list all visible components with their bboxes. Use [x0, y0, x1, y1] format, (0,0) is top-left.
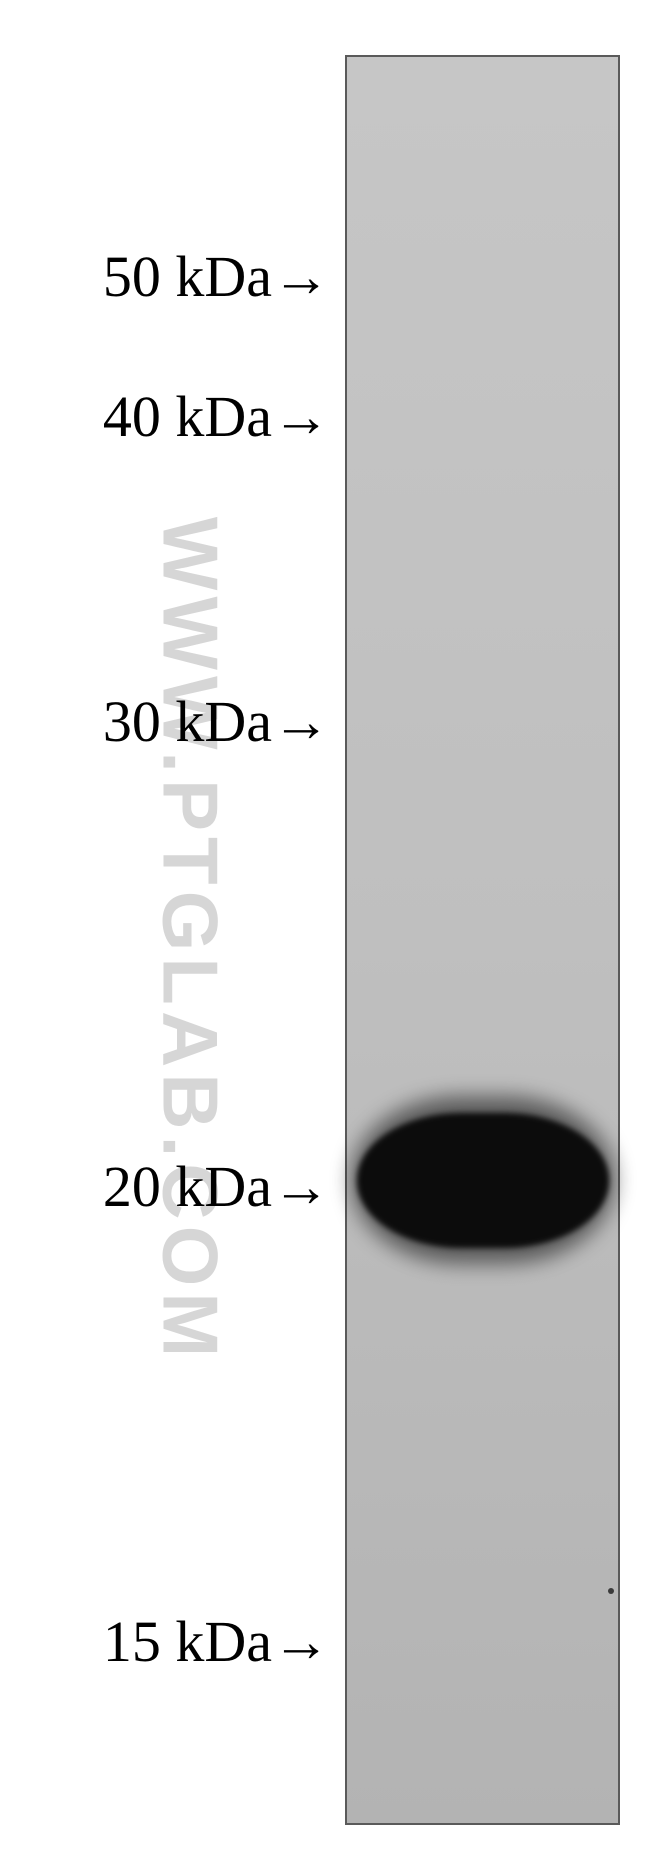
- arrow-right-icon: →: [272, 1608, 330, 1675]
- watermark-text: WWW.PTGLAB.COM: [145, 517, 236, 1364]
- arrow-right-icon: →: [272, 383, 330, 450]
- marker-text: 30 kDa: [103, 689, 272, 754]
- marker-label-3: 20 kDa→: [103, 1153, 330, 1220]
- marker-text: 50 kDa: [103, 244, 272, 309]
- arrow-right-icon: →: [272, 688, 330, 755]
- marker-label-2: 30 kDa→: [103, 688, 330, 755]
- marker-label-4: 15 kDa→: [103, 1608, 330, 1675]
- marker-label-1: 40 kDa→: [103, 383, 330, 450]
- marker-text: 15 kDa: [103, 1609, 272, 1674]
- speck-0: [608, 1588, 614, 1594]
- blot-lane: [345, 55, 620, 1825]
- arrow-right-icon: →: [272, 243, 330, 310]
- marker-label-0: 50 kDa→: [103, 243, 330, 310]
- blot-band-0: [357, 1113, 609, 1248]
- arrow-right-icon: →: [272, 1153, 330, 1220]
- western-blot-figure: WWW.PTGLAB.COM 50 kDa→40 kDa→30 kDa→20 k…: [0, 0, 650, 1855]
- marker-text: 40 kDa: [103, 384, 272, 449]
- marker-text: 20 kDa: [103, 1154, 272, 1219]
